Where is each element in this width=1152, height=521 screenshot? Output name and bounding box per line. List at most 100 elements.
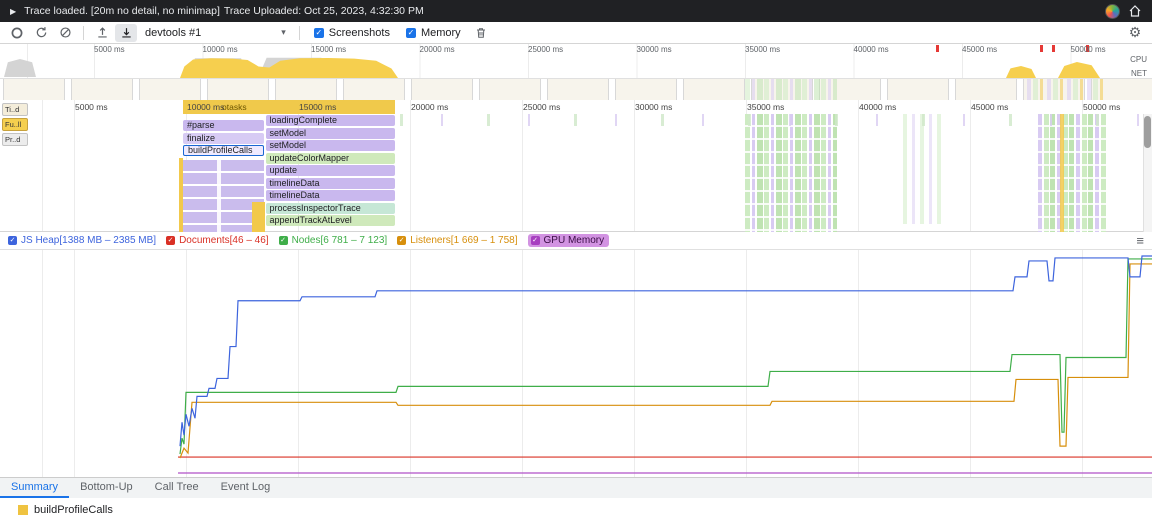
flame-yellow-bar	[252, 202, 265, 232]
trace-history-select[interactable]: devtools #1 ▾	[139, 27, 292, 39]
ruler-tick-label: 20000 ms	[419, 45, 455, 54]
overview-ruler: 5000 ms 10000 ms 15000 ms 20000 ms 25000 ms 3…	[0, 44, 1152, 54]
legend-documents[interactable]: ✓ Documents[46 – 46]	[166, 235, 269, 246]
memory-legend: ✓ JS Heap[1388 MB – 2385 MB] ✓ Documents…	[0, 232, 1152, 250]
checkbox-checked-icon: ✓	[530, 236, 540, 245]
trace-uploaded-text: Trace Uploaded: Oct 25, 2023, 4:32:30 PM	[223, 5, 424, 17]
flame-activity-mosaic	[1038, 114, 1106, 232]
legend-js-heap[interactable]: ✓ JS Heap[1388 MB – 2385 MB]	[8, 235, 156, 246]
record-button[interactable]	[6, 24, 28, 42]
track-label-process[interactable]: Pr..d	[2, 133, 28, 146]
flame-bar-loadingcomplete[interactable]: loadingComplete	[265, 115, 395, 126]
activity-mosaic	[1027, 79, 1105, 100]
ruler-tick-label: 30000 ms	[635, 102, 673, 112]
trace-status-text: Trace loaded. [20m no detail, no minimap…	[24, 5, 220, 17]
cpu-activity-area	[1006, 66, 1036, 78]
net-strip-label: NET	[1129, 69, 1149, 78]
tab-event-log[interactable]: Event Log	[220, 481, 271, 493]
home-icon[interactable]	[1128, 4, 1142, 18]
legend-nodes[interactable]: ✓ Nodes[6 781 – 7 123]	[278, 235, 388, 246]
tab-bottom-up[interactable]: Bottom-Up	[80, 481, 133, 493]
long-task-marker	[1052, 45, 1055, 52]
ruler-tick-label: 40000 ms	[859, 102, 897, 112]
flame-chart-panel[interactable]: otasks 5000 ms 10000 ms 15000 ms 20000 ms 25…	[0, 100, 1152, 232]
flame-bar-appendtrackatlevel[interactable]: appendTrackAtLevel	[265, 215, 395, 226]
flame-bar-updatecolormapper[interactable]: updateColorMapper	[265, 152, 395, 164]
cpu-activity-area	[180, 58, 398, 78]
ruler-tick-label: 10000 ms	[187, 102, 225, 112]
memory-label: Memory	[420, 26, 461, 39]
ruler-tick-label: 50000 ms	[1083, 102, 1121, 112]
long-tasks-band[interactable]: otasks	[183, 100, 395, 114]
expand-icon[interactable]: ▶	[10, 6, 17, 16]
flame-activity-mosaic	[745, 114, 837, 232]
legend-label: Documents[46 – 46]	[179, 235, 269, 246]
collect-garbage-icon[interactable]	[470, 24, 492, 42]
long-task-marker	[1040, 45, 1043, 52]
performance-toolbar: devtools #1 ▾ ✓ Screenshots ✓ Memory ⚙	[0, 22, 1152, 44]
flame-bar-column-left: #parse finalize buildProfileCalls	[183, 120, 264, 156]
long-task-marker	[936, 45, 939, 52]
checkbox-checked-icon: ✓	[313, 27, 324, 38]
download-trace-button[interactable]	[115, 23, 137, 42]
flame-scrollbar-thumb[interactable]	[1144, 116, 1151, 148]
screenshots-checkbox[interactable]: ✓ Screenshots	[313, 26, 390, 39]
ruler-tick-label: 20000 ms	[411, 102, 449, 112]
activity-mosaic	[745, 79, 837, 100]
tab-call-tree[interactable]: Call Tree	[154, 481, 199, 493]
flame-bar-finalize[interactable]: finalize	[183, 132, 264, 144]
track-label-timings[interactable]: Ti..d	[2, 103, 28, 116]
legend-listeners[interactable]: ✓ Listeners[1 669 – 1 758]	[397, 235, 518, 246]
legend-label: JS Heap[1388 MB – 2385 MB]	[21, 235, 157, 246]
cpu-overview-strip[interactable]: CPU NET	[0, 54, 1152, 78]
event-color-swatch	[18, 504, 28, 515]
cpu-activity-area	[1058, 62, 1100, 78]
ruler-tick-label: 45000 ms	[962, 45, 998, 54]
upload-trace-button[interactable]	[91, 24, 113, 42]
chevron-down-icon: ▾	[281, 27, 286, 37]
flame-bar-timelinedata[interactable]: timelineData	[265, 190, 395, 201]
settings-gear-icon[interactable]: ⚙	[1128, 24, 1142, 40]
tab-summary[interactable]: Summary	[0, 478, 70, 498]
long-task-marker	[1086, 45, 1089, 52]
trace-history-value: devtools #1	[145, 26, 202, 39]
ruler-tick-label: 25000 ms	[523, 102, 561, 112]
flame-yellow-bar	[179, 158, 183, 232]
memory-checkbox[interactable]: ✓ Memory	[405, 26, 461, 39]
ruler-tick-label: 40000 ms	[853, 45, 889, 54]
timeline-overview[interactable]: 5000 ms 10000 ms 15000 ms 20000 ms 25000 ms 3…	[0, 44, 1152, 100]
screenshot-filmstrip[interactable]	[0, 78, 1152, 100]
selected-event-name: buildProfileCalls	[34, 503, 113, 516]
screenshots-label: Screenshots	[328, 26, 390, 39]
ruler-tick-label: 15000 ms	[311, 45, 347, 54]
flame-chart-canvas[interactable]: #parse finalize buildProfileCalls loadingC…	[0, 114, 1152, 232]
menu-icon[interactable]: ≡	[1136, 233, 1144, 248]
avatar[interactable]	[1105, 3, 1120, 19]
flame-activity-ticks	[400, 114, 1140, 126]
toolbar-divider	[298, 25, 300, 40]
flame-bar-setmodel[interactable]: setModel	[265, 127, 395, 139]
ruler-tick-label: 15000 ms	[299, 102, 337, 112]
clear-button[interactable]	[54, 24, 76, 42]
legend-label: Nodes[6 781 – 7 123]	[291, 235, 388, 246]
track-label-function-calls[interactable]: Fu..ll	[2, 118, 28, 131]
memory-series-nodes	[179, 258, 1152, 455]
flame-bar-buildprofilecalls[interactable]: buildProfileCalls	[183, 145, 264, 156]
flame-bar-parse[interactable]: #parse	[183, 120, 264, 131]
legend-gpu-memory[interactable]: ✓ GPU Memory	[527, 234, 610, 247]
flame-bar-setmodel[interactable]: setModel	[265, 140, 395, 151]
cpu-strip-label: CPU	[1128, 55, 1149, 64]
flame-bar-timelinedata[interactable]: timelineData	[265, 177, 395, 189]
ruler-tick-label: 30000 ms	[636, 45, 672, 54]
checkbox-checked-icon: ✓	[166, 236, 176, 245]
screenshot-thumbnail	[4, 59, 36, 77]
checkbox-checked-icon: ✓	[278, 236, 288, 245]
flame-bar-processinspectortrace[interactable]: processInspectorTrace	[265, 202, 395, 214]
reload-and-record-button[interactable]	[30, 24, 52, 42]
flame-activity-mosaic	[903, 114, 941, 224]
checkbox-checked-icon: ✓	[405, 27, 416, 38]
ruler-tick-label: 50000 ms	[1070, 45, 1106, 54]
flame-scrollbar[interactable]	[1143, 114, 1152, 232]
flame-bar-update[interactable]: update	[265, 165, 395, 176]
memory-counters-chart[interactable]	[0, 250, 1152, 477]
